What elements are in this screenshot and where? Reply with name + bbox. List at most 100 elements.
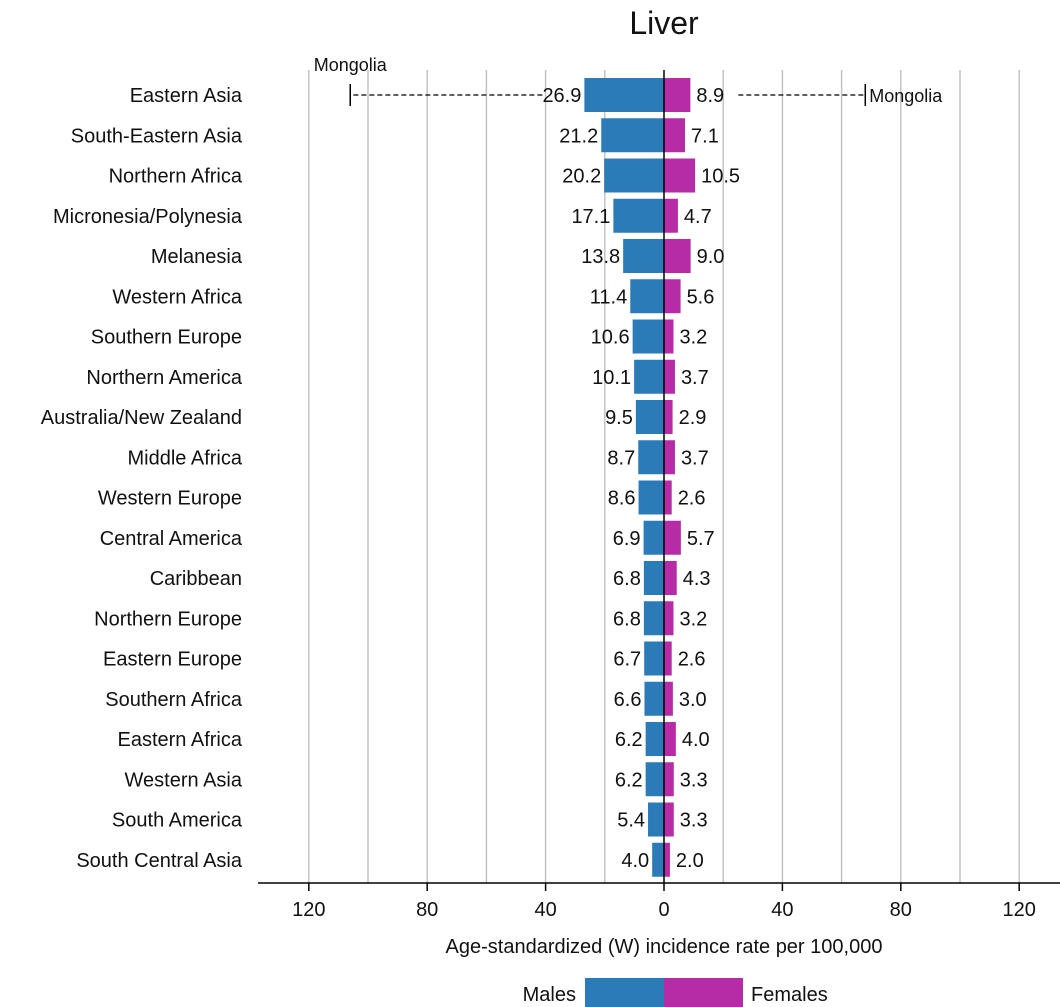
x-tick-label: 80 bbox=[416, 899, 438, 921]
x-tick-label: 80 bbox=[890, 899, 912, 921]
value-label-females-eastern-europe: 2.6 bbox=[678, 649, 706, 671]
value-label-females-south-central-asia: 2.0 bbox=[676, 850, 704, 872]
value-label-males-caribbean: 6.8 bbox=[613, 568, 641, 590]
value-label-females-southern-europe: 3.2 bbox=[679, 327, 707, 349]
legend-swatch-females bbox=[664, 978, 743, 1007]
bar-females-caribbean bbox=[664, 561, 677, 595]
bar-females-western-asia bbox=[664, 762, 674, 797]
bar-males-central-america bbox=[643, 520, 664, 555]
value-label-males-western-africa: 11.4 bbox=[590, 286, 627, 308]
value-label-females-western-africa: 5.6 bbox=[687, 286, 715, 308]
bar-females-northern-europe bbox=[664, 601, 674, 636]
legend-swatch-males bbox=[585, 978, 664, 1007]
bar-males-middle-africa bbox=[638, 440, 664, 475]
value-label-females-middle-africa: 3.7 bbox=[681, 447, 709, 469]
value-label-males-micronesia-polynesia: 17.1 bbox=[571, 206, 610, 228]
bar-females-northern-africa bbox=[664, 158, 696, 193]
bar-females-eastern-europe bbox=[664, 641, 672, 676]
value-label-males-northern-europe: 6.8 bbox=[613, 608, 641, 630]
bar-females-melanesia bbox=[664, 239, 691, 273]
value-label-females-northern-africa: 10.5 bbox=[701, 166, 740, 188]
category-label-northern-europe: Northern Europe bbox=[94, 608, 242, 630]
x-axis-label: Age-standardized (W) incidence rate per … bbox=[446, 936, 883, 958]
value-label-males-northern-africa: 20.2 bbox=[562, 166, 601, 188]
bar-females-southern-europe bbox=[664, 319, 674, 354]
bar-males-australia-new-zealand bbox=[635, 400, 664, 434]
value-label-females-caribbean: 4.3 bbox=[683, 568, 711, 590]
value-label-males-melanesia: 13.8 bbox=[581, 246, 620, 268]
bar-males-northern-america bbox=[634, 359, 664, 394]
category-label-middle-africa: Middle Africa bbox=[128, 447, 243, 469]
category-label-melanesia: Melanesia bbox=[151, 246, 243, 268]
category-label-eastern-asia: Eastern Asia bbox=[130, 85, 243, 107]
value-label-males-south-america: 5.4 bbox=[617, 810, 645, 832]
value-label-females-south-america: 3.3 bbox=[680, 810, 708, 832]
value-label-males-western-europe: 8.6 bbox=[608, 488, 636, 510]
annotations-group: Mongolia Mongolia bbox=[314, 55, 943, 106]
bar-males-western-africa bbox=[630, 279, 664, 314]
x-tick-label: 0 bbox=[658, 899, 669, 921]
bar-males-caribbean bbox=[643, 561, 664, 595]
bar-males-northern-africa bbox=[604, 158, 664, 193]
value-label-females-southern-africa: 3.0 bbox=[679, 689, 707, 711]
x-tick-label: 120 bbox=[292, 899, 325, 921]
bar-males-western-asia bbox=[645, 762, 664, 797]
bar-males-south-central-asia bbox=[652, 842, 664, 877]
x-tick-label: 40 bbox=[534, 899, 556, 921]
bar-males-northern-europe bbox=[643, 601, 664, 636]
category-label-southern-africa: Southern Africa bbox=[105, 689, 243, 711]
bar-females-southern-africa bbox=[664, 681, 673, 716]
category-label-northern-america: Northern America bbox=[86, 367, 242, 389]
category-label-micronesia-polynesia: Micronesia/Polynesia bbox=[53, 206, 243, 228]
bar-males-south-eastern-asia bbox=[601, 118, 664, 153]
value-label-males-eastern-europe: 6.7 bbox=[613, 649, 641, 671]
bar-males-micronesia-polynesia bbox=[613, 198, 664, 233]
bar-females-eastern-africa bbox=[664, 722, 676, 756]
bar-females-central-america bbox=[664, 520, 681, 555]
bar-males-eastern-asia bbox=[584, 78, 664, 112]
value-label-males-southern-europe: 10.6 bbox=[591, 327, 630, 349]
bar-females-south-central-asia bbox=[664, 842, 670, 877]
category-label-caribbean: Caribbean bbox=[150, 568, 242, 590]
x-tick-label: 40 bbox=[771, 899, 793, 921]
bar-males-melanesia bbox=[623, 239, 664, 273]
bar-males-southern-africa bbox=[644, 681, 664, 716]
category-label-south-america: South America bbox=[112, 810, 243, 832]
x-tick-label: 120 bbox=[1003, 899, 1036, 921]
category-label-south-central-asia: South Central Asia bbox=[76, 850, 243, 872]
chart-title: Liver bbox=[629, 5, 699, 41]
bar-females-middle-africa bbox=[664, 440, 675, 475]
value-label-females-western-asia: 3.3 bbox=[680, 769, 708, 791]
value-label-females-eastern-africa: 4.0 bbox=[682, 729, 710, 751]
bar-females-south-eastern-asia bbox=[664, 118, 686, 153]
value-label-females-eastern-asia: 8.9 bbox=[696, 85, 724, 107]
category-label-southern-europe: Southern Europe bbox=[91, 327, 242, 349]
value-label-males-middle-africa: 8.7 bbox=[607, 447, 635, 469]
legend-label-males: Males bbox=[523, 984, 576, 1006]
bar-females-south-america bbox=[664, 802, 674, 837]
bar-females-eastern-asia bbox=[664, 78, 691, 112]
bar-females-northern-america bbox=[664, 359, 675, 394]
x-axis-ticks: 120 80 40 0 40 80 120 bbox=[292, 883, 1036, 921]
bar-males-western-europe bbox=[638, 480, 664, 515]
bar-females-micronesia-polynesia bbox=[664, 198, 678, 233]
value-label-females-melanesia: 9.0 bbox=[697, 246, 725, 268]
value-label-females-australia-new-zealand: 2.9 bbox=[679, 407, 707, 429]
value-label-males-northern-america: 10.1 bbox=[592, 367, 631, 389]
value-label-males-eastern-asia: 26.9 bbox=[542, 85, 581, 107]
value-label-females-micronesia-polynesia: 4.7 bbox=[684, 206, 712, 228]
category-label-western-asia: Western Asia bbox=[125, 769, 243, 791]
bar-males-southern-europe bbox=[632, 319, 664, 354]
category-label-northern-africa: Northern Africa bbox=[109, 166, 243, 188]
value-label-males-australia-new-zealand: 9.5 bbox=[605, 407, 633, 429]
value-label-males-central-america: 6.9 bbox=[613, 528, 641, 550]
value-label-females-northern-america: 3.7 bbox=[681, 367, 709, 389]
bar-females-western-africa bbox=[664, 279, 681, 314]
category-label-australia-new-zealand: Australia/New Zealand bbox=[41, 407, 242, 429]
value-label-males-southern-africa: 6.6 bbox=[614, 689, 642, 711]
range-label-males: Mongolia bbox=[314, 55, 388, 75]
bar-females-australia-new-zealand bbox=[664, 400, 673, 434]
bar-males-eastern-europe bbox=[644, 641, 664, 676]
value-label-females-northern-europe: 3.2 bbox=[679, 608, 707, 630]
